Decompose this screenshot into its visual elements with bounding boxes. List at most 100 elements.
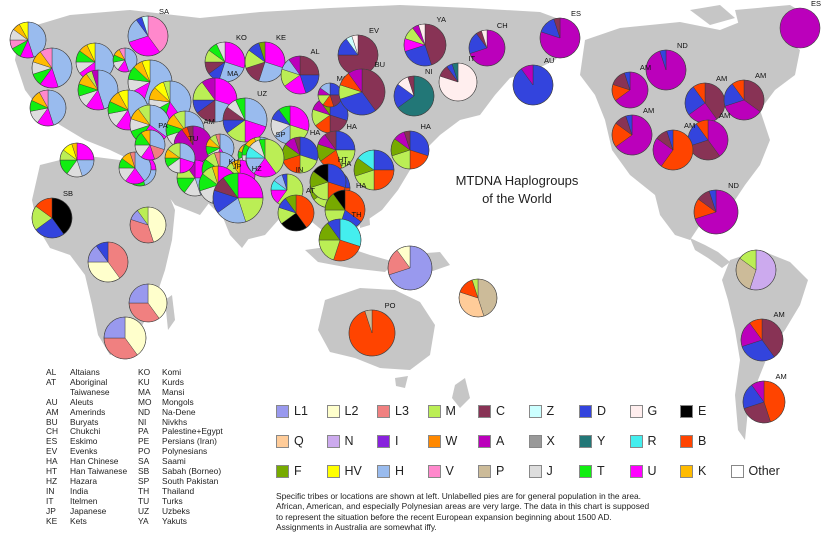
pie-au: AU <box>512 56 554 106</box>
pie-outline <box>468 29 506 67</box>
pie-unlabelled <box>29 89 67 127</box>
legend-swatch <box>478 434 491 448</box>
legend-swatch <box>579 464 592 478</box>
pie-ha: HA <box>281 128 320 174</box>
pie-am: AM <box>740 310 785 362</box>
abbreviation-name: Nivkhs <box>162 416 188 427</box>
abbreviation-name: Mongols <box>162 396 194 407</box>
pie-label: PO <box>385 301 396 310</box>
legend-label: R <box>647 434 657 448</box>
legend-item-l2: L2 <box>326 404 358 418</box>
pie-tu: TU <box>164 134 198 174</box>
pie-outline <box>539 17 581 59</box>
legend-item-k: K <box>680 464 706 478</box>
pie-outline <box>611 114 653 156</box>
pie-ni: NI <box>393 67 435 117</box>
pie-outline <box>212 172 264 224</box>
pie-outline <box>393 75 435 117</box>
pie-sp: SP <box>245 130 285 178</box>
pie-unlabelled <box>9 21 47 59</box>
pie-label: HZ <box>252 164 262 173</box>
legend-label: F <box>294 464 302 478</box>
pie-label: ND <box>677 41 688 50</box>
pie-label: ND <box>728 181 739 190</box>
abbreviation-column: KO Komi KU Kurds MA Mansi MO Mongols ND Na-Dene NI… <box>138 367 223 527</box>
pie-slice-a <box>779 7 821 49</box>
pie-label: AM <box>719 111 730 120</box>
pie-outline <box>118 151 152 185</box>
pie-label: MA <box>227 69 238 78</box>
legend-label: D <box>597 404 607 418</box>
abbreviation-column: AL Altaians AT Aboriginal Taiwanese AU Aleuts A… <box>46 367 128 527</box>
legend-label: P <box>496 464 505 478</box>
pie-outline <box>390 130 430 170</box>
legend-label: B <box>698 434 707 448</box>
abbreviation-row: SB Sabah (Borneo) <box>138 466 223 477</box>
abbreviation-row: TH Thailand <box>138 486 223 497</box>
pie-outline <box>280 55 320 95</box>
abbreviation-key: AL Altaians AT Aboriginal Taiwanese AU Aleuts A… <box>46 367 271 557</box>
pie-outline <box>222 97 268 143</box>
legend-item-d: D <box>579 404 606 418</box>
pie-label: BU <box>375 60 385 69</box>
pie-outline <box>348 309 396 357</box>
legend-label: G <box>647 404 658 418</box>
pie-outline <box>164 142 196 174</box>
pie-label: KE <box>276 33 286 42</box>
pie-sa: SA <box>127 7 169 57</box>
pie-nd: ND <box>645 41 688 91</box>
pie-label: AM <box>684 121 695 130</box>
legend-label: Y <box>597 434 606 448</box>
pie-label: AM <box>643 106 654 115</box>
pie-unlabelled <box>387 245 433 291</box>
abbreviation-name: Na-Dene <box>162 406 196 417</box>
legend-item-f: F <box>276 464 302 478</box>
pie-ya: YA <box>403 15 447 67</box>
pie-outline <box>742 380 786 424</box>
abbreviation-name: Polynesians <box>162 446 208 457</box>
abbreviation-name: South Pakistan <box>162 475 219 486</box>
abbreviation-code: MA <box>138 386 151 397</box>
pie-am: AM <box>611 106 654 156</box>
pie-label: AU <box>544 56 554 65</box>
legend-label: E <box>698 404 707 418</box>
pie-unlabelled <box>59 142 95 178</box>
pie-label: AM <box>755 71 766 80</box>
pie-outline <box>103 316 147 360</box>
abbreviation-name: Han Chinese <box>70 456 119 467</box>
legend-label: Q <box>294 434 304 448</box>
pie-label: AM <box>774 310 785 319</box>
pie-unlabelled <box>103 316 147 360</box>
abbreviation-name: Eskimo <box>70 436 98 447</box>
pie-uz: UZ <box>222 89 268 143</box>
pie-hz: HZ <box>212 164 264 224</box>
footnote-line: African, American, and especially Polyne… <box>276 501 650 512</box>
abbreviation-name: Persians (Iran) <box>162 436 217 447</box>
legend-item-b: B <box>680 434 706 448</box>
abbreviation-code: IT <box>46 495 54 506</box>
legend-label: HV <box>344 464 362 478</box>
pie-unlabelled <box>128 283 168 323</box>
abbreviation-name: Han Taiwanese <box>70 466 128 477</box>
legend-item-v: V <box>427 464 454 478</box>
abbreviation-code: HZ <box>46 475 58 486</box>
new-zealand <box>452 378 470 408</box>
pie-label: HA <box>356 181 366 190</box>
abbreviation-row: ND Na-Dene <box>138 406 223 418</box>
pie-outline <box>353 149 395 191</box>
pie-label: PA <box>158 121 167 130</box>
pie-unlabelled <box>87 241 129 283</box>
legend-swatch <box>680 434 693 448</box>
pie-outline <box>112 47 138 73</box>
pie-label: KU <box>228 157 238 166</box>
pie-outline <box>693 189 739 235</box>
abbreviation-row: AL Altaians <box>46 367 127 378</box>
legend-label: L3 <box>395 404 409 418</box>
legend-swatch <box>478 464 491 478</box>
pie-outline <box>512 64 554 106</box>
abbreviation-code: PA <box>138 426 149 437</box>
legend-item-e: E <box>680 404 706 418</box>
abbreviation-row: MO Mongols <box>138 396 223 408</box>
abbreviation-name: Amerinds <box>70 406 106 417</box>
